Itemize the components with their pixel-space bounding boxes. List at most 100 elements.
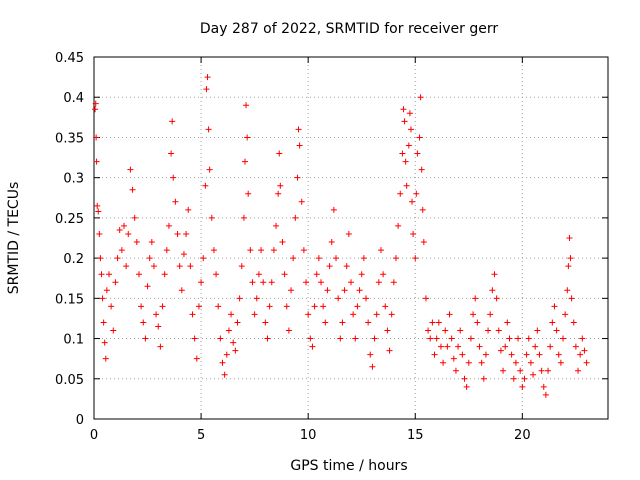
data-point [515,335,522,342]
data-point [459,351,466,358]
data-point [470,311,477,318]
data-point [114,255,121,262]
data-point [431,351,438,358]
data-point [180,251,187,258]
data-point [326,263,333,270]
data-point [290,255,297,262]
data-point [313,271,320,278]
data-point [538,367,545,374]
data-point [241,158,248,165]
data-point [474,319,481,326]
data-point [303,279,310,286]
data-point [427,335,434,342]
data-point [478,359,485,366]
data-point [174,230,181,237]
data-point [150,263,157,270]
data-point [461,375,468,382]
y-tick-label: 0.4 [63,91,84,106]
data-point [414,150,421,157]
data-point [191,335,198,342]
data-point [330,206,337,213]
data-point [249,279,256,286]
data-point [362,295,369,302]
data-point [419,206,426,213]
data-point [487,311,494,318]
data-point [159,303,166,310]
data-point [405,142,412,149]
data-point [566,235,573,241]
data-point [480,375,487,382]
data-point [521,375,528,382]
data-point [568,295,575,302]
data-point [288,287,295,294]
data-point [407,126,414,133]
data-point [412,255,419,262]
data-point [418,166,425,173]
data-point [155,323,162,330]
data-point [425,327,432,334]
data-point [502,343,509,350]
data-point [281,271,288,278]
data-point [165,222,172,229]
data-point [491,271,498,278]
data-point [373,311,380,318]
data-point [406,110,413,117]
data-point [118,247,125,254]
data-point [153,311,160,318]
data-point [476,343,483,350]
data-point [429,319,436,326]
y-axis-title: SRMTID / TECUs [6,182,22,295]
data-point [577,351,584,358]
data-point [204,74,211,81]
data-point [97,255,104,262]
data-point [333,255,340,262]
data-point [135,271,142,278]
data-point [140,319,147,326]
data-point [452,367,459,374]
data-point [485,327,492,334]
x-tick-label: 0 [90,428,98,443]
data-point [283,303,290,310]
data-point [500,367,507,374]
data-point [142,335,149,342]
data-point [341,287,348,294]
data-point [219,359,226,366]
data-point [320,303,327,310]
data-point [354,303,361,310]
data-point [99,295,106,302]
data-point [400,106,407,113]
data-point [189,311,196,318]
data-point [322,319,329,326]
data-point [206,166,213,173]
data-point [203,86,210,93]
data-point [401,118,408,125]
y-tick-label: 0.2 [63,252,84,267]
data-point [549,319,556,326]
data-point [185,206,192,213]
data-point [234,319,241,326]
x-tick-label: 10 [300,428,317,443]
data-point [547,343,554,350]
data-point [102,355,109,362]
data-point [517,367,524,374]
data-point [570,319,577,326]
data-point [442,327,449,334]
data-point [101,339,108,346]
data-point [148,239,155,246]
y-tick-label: 0.05 [55,373,84,388]
data-point [324,287,331,294]
data-point [416,134,423,141]
data-point [96,230,103,237]
data-point [238,263,245,270]
data-point [530,371,537,378]
data-point [482,351,489,358]
data-point [273,222,280,229]
data-point [276,150,283,157]
data-point [504,319,511,326]
data-point [94,202,101,209]
data-point [161,271,168,278]
data-point [163,247,170,254]
data-point [247,247,254,254]
y-tick-label: 0.3 [63,172,84,187]
axis-ticks: 0 0.05 0.1 0.15 0.2 0.25 0.3 0.35 0.4 0.45 0 5 10 15 2… [55,51,608,443]
